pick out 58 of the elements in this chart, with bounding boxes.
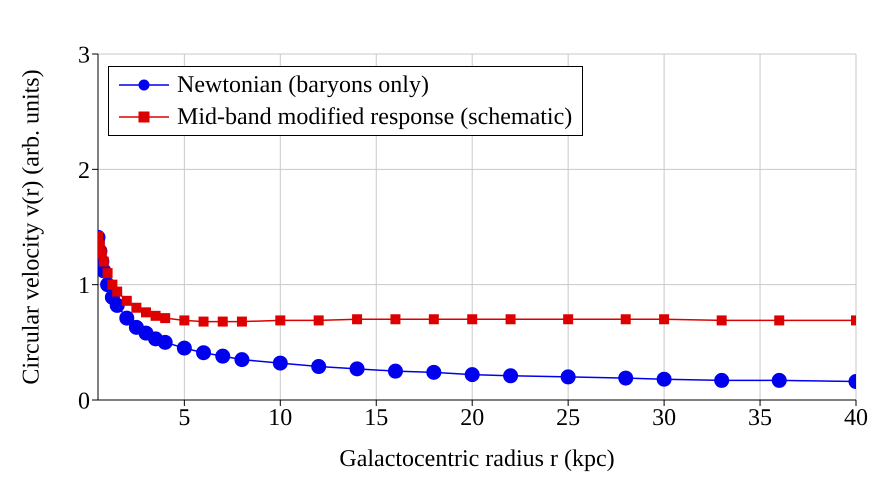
point [620,314,631,324]
x-tick-label: 30 [652,405,676,432]
x-tick-label: 35 [748,405,772,432]
legend-label: Mid-band modified response (schematic) [177,103,572,132]
x-tick-label: 40 [844,405,868,432]
point [98,256,109,267]
point [314,315,324,326]
point [234,352,250,368]
point [119,310,134,326]
point [656,372,672,387]
legend-label: Newtonian (baryons only) [177,71,429,100]
point [218,316,228,327]
point [467,314,478,324]
point [659,314,670,324]
y-tick-label: 3 [78,42,90,69]
point [352,314,362,324]
point [198,316,209,327]
x-tick-label: 5 [178,405,190,432]
point [388,364,403,379]
point [122,296,132,306]
y-tick-label: 2 [78,158,90,184]
x-tick-label: 10 [268,405,292,432]
x-tick-label: 25 [556,405,580,432]
point [426,364,442,380]
x-tick-label: 15 [364,405,388,432]
point [275,315,286,326]
point [714,372,730,388]
point [464,367,480,382]
point [215,348,230,364]
point [112,286,122,297]
point [140,307,151,318]
point [102,268,113,278]
point [160,313,170,324]
point [158,334,173,350]
point [272,356,288,371]
y-tick-label: 1 [78,273,90,300]
point [179,315,190,326]
point [774,315,784,326]
point [110,298,125,313]
point [311,359,326,374]
point [390,314,400,324]
point [772,372,787,388]
point [350,361,365,376]
point [196,345,212,360]
point [131,302,142,313]
point [560,369,576,384]
x-tick-label: 20 [460,405,484,432]
point [176,340,192,356]
point [618,370,634,386]
point [506,314,516,324]
point [428,314,439,324]
point [503,368,518,384]
point [716,315,727,326]
y-axis-title: Circular velocity v(r) (arb. units) [18,69,45,385]
y-tick-label: 0 [78,388,90,415]
point [236,316,247,327]
point [563,314,574,324]
x-axis-title: Galactocentric radius r (kpc) [339,446,615,472]
